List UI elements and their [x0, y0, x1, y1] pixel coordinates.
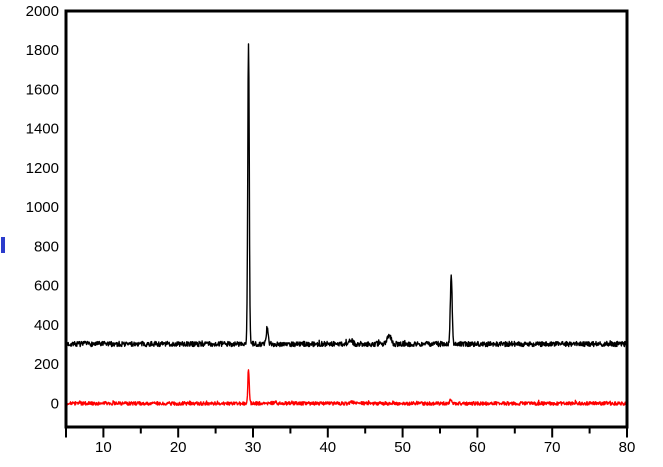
x-axis-tick-label: 10: [95, 439, 112, 456]
y-axis-tick-label: 0: [51, 395, 59, 412]
series-line-pattern-red: [65, 369, 628, 406]
y-axis-tick-label: 1600: [26, 81, 59, 98]
x-axis-tick-label: 50: [394, 439, 411, 456]
series-line-pattern-black: [65, 43, 628, 348]
y-axis-title-fragment: [1, 237, 5, 253]
y-axis-tick-label: 1000: [26, 199, 59, 216]
x-axis-tick-label: 20: [170, 439, 187, 456]
y-axis-tick-label: 200: [34, 356, 59, 373]
x-axis-tick-label: 40: [319, 439, 336, 456]
x-axis-tick-label: 60: [469, 439, 486, 456]
y-axis-tick-label: 1800: [26, 42, 59, 59]
x-axis-tick-label: 30: [245, 439, 262, 456]
y-axis-tick-label: 400: [34, 317, 59, 334]
plot-box: [64, 9, 629, 429]
y-axis-tick-label: 1400: [26, 121, 59, 138]
y-axis-tick-label: 800: [34, 238, 59, 255]
y-axis-tick-label: 2000: [26, 3, 59, 20]
x-axis-tick-label: 70: [544, 439, 561, 456]
x-axis-tick-label: 80: [619, 439, 636, 456]
y-axis-tick-label: 600: [34, 278, 59, 295]
y-axis-tick-label: 1200: [26, 160, 59, 177]
